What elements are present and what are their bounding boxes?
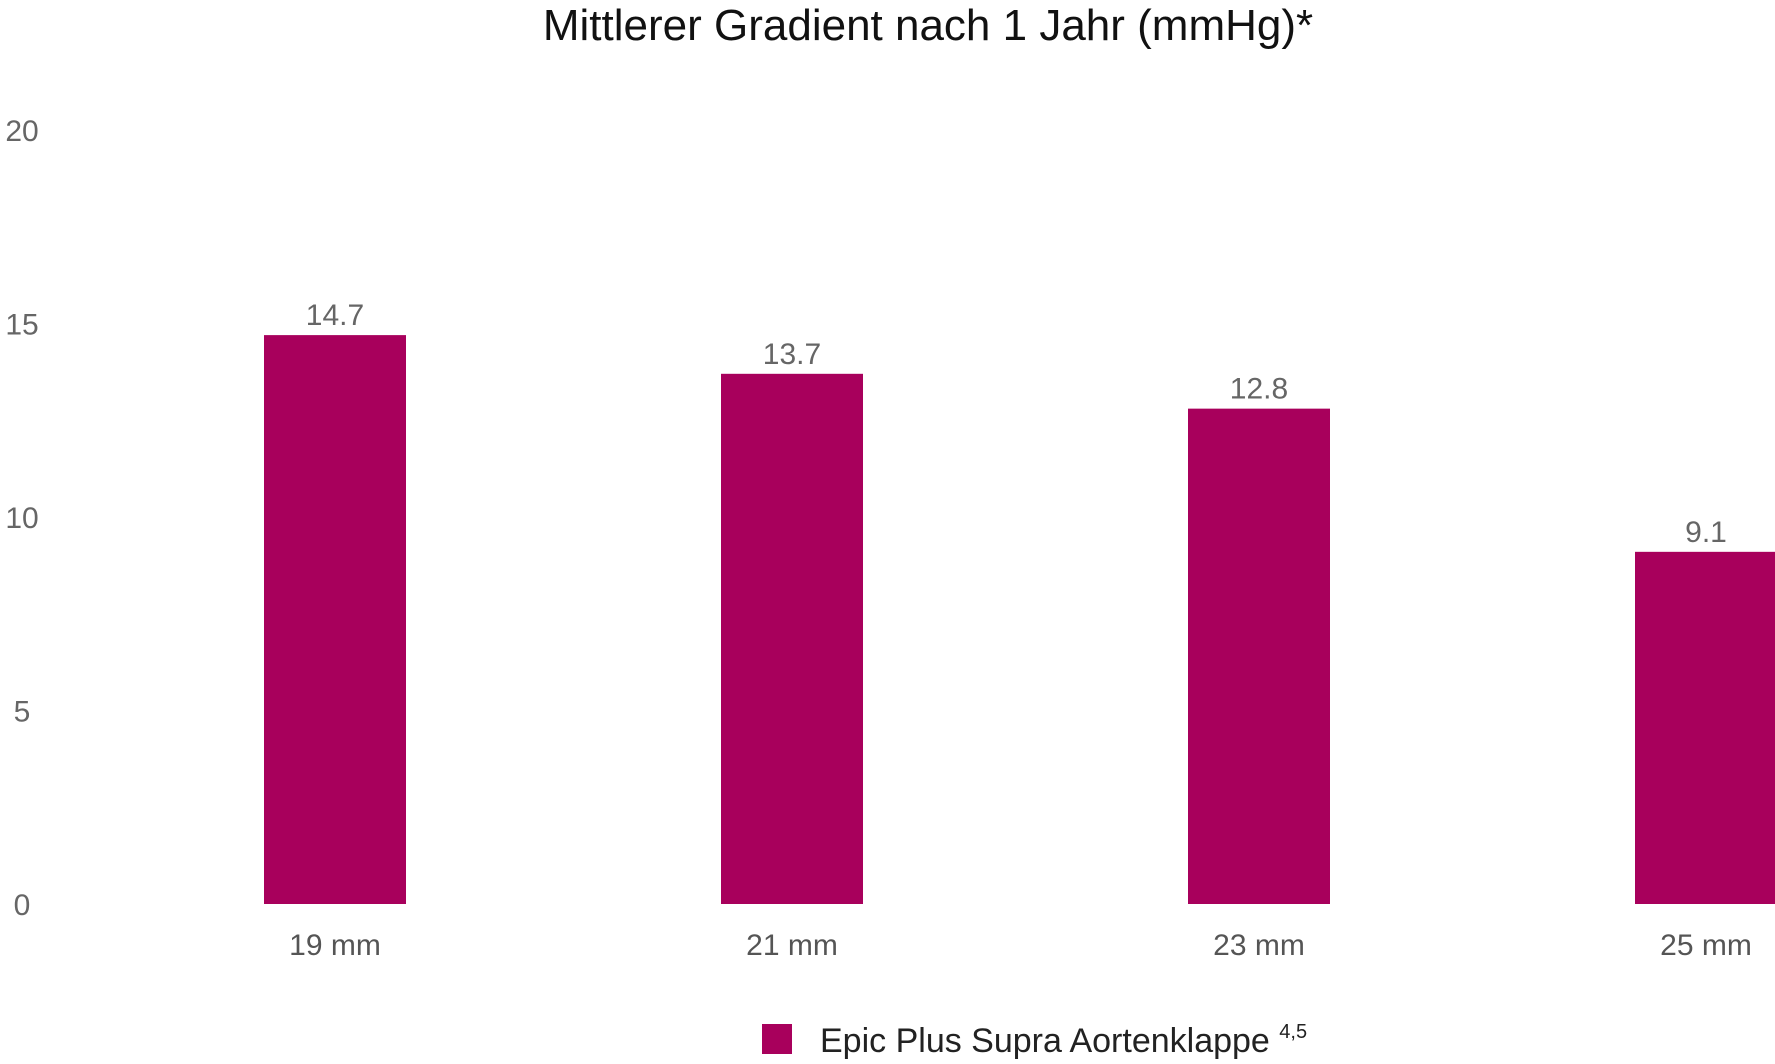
bar-value-label: 9.1 [1685,516,1727,549]
bar [264,335,406,904]
bar-value-label: 12.8 [1230,373,1288,406]
bar-value-label: 14.7 [306,299,364,332]
y-tick-label: 20 [5,115,38,148]
bar [1635,551,1775,904]
chart-title: Mittlerer Gradient nach 1 Jahr (mmHg)* [543,1,1313,50]
y-tick-label: 0 [14,889,31,922]
legend-series-name: Epic Plus Supra Aortenklappe [820,1022,1270,1060]
bar-value-label: 13.7 [763,338,821,371]
bars [264,335,1775,904]
y-tick-label: 10 [5,502,38,535]
x-category-label: 19 mm [289,929,381,962]
y-tick-label: 15 [5,309,38,342]
x-category-label: 21 mm [746,929,838,962]
legend-series-superscript: 4,5 [1279,1021,1307,1043]
data-labels: 14.7 13.7 12.8 9.1 [306,299,1727,549]
y-axis: 0 5 10 15 20 [5,115,38,922]
legend-swatch [762,1024,792,1054]
x-category-label: 23 mm [1213,929,1305,962]
legend-label: Epic Plus Supra Aortenklappe 4,5 [820,1021,1307,1060]
y-tick-label: 5 [14,696,31,729]
legend: Epic Plus Supra Aortenklappe 4,5 [762,1021,1307,1060]
bar [1188,408,1330,904]
x-category-label: 25 mm [1660,929,1752,962]
x-axis: 19 mm 21 mm 23 mm 25 mm [289,929,1752,962]
bar [721,373,863,904]
